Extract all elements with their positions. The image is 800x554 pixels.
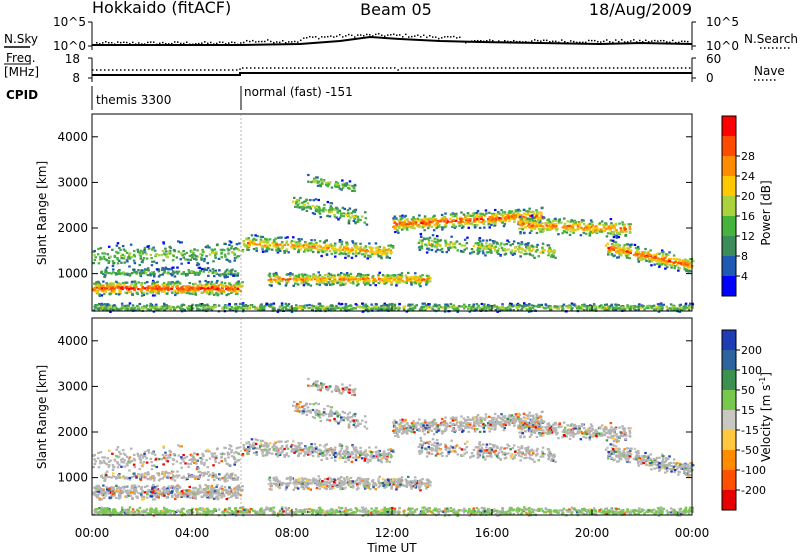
velocity-heatmap	[92, 377, 695, 518]
velocity-ylabel: Slant Range [km]	[35, 365, 49, 469]
power-cbar-label: Power [dB]	[759, 180, 773, 245]
velocity-cbar-tick: -200	[741, 484, 766, 497]
power-ytick-label: 2000	[57, 221, 88, 235]
freq-label: Freq.	[6, 51, 36, 65]
velocity-ytick-label: 3000	[57, 379, 88, 393]
velocity-panel: 1000 2000 3000 4000 00:00 04:00 08:00 12:00 16:…	[35, 305, 773, 554]
velocity-cbar-swatch	[722, 350, 736, 370]
freq-unit: [MHz]	[4, 65, 39, 79]
cpid-label: CPID	[6, 88, 38, 102]
xtick-label: 12:00	[375, 526, 410, 540]
nave-label: Nave	[754, 64, 785, 78]
nsky-label: N.Sky	[4, 32, 38, 46]
velocity-cbar-tick: 200	[741, 344, 762, 357]
xtick-label: 00:00	[675, 526, 710, 540]
velocity-xlabel: Time UT	[366, 541, 417, 554]
power-cbar-swatch	[722, 136, 736, 156]
power-ylabel: Slant Range [km]	[35, 161, 49, 265]
velocity-cbar-tick: -100	[741, 464, 766, 477]
velocity-ytick-label: 4000	[57, 334, 88, 348]
cpid-panel: CPID themis 3300 normal (fast) -151	[6, 85, 353, 110]
velocity-cbar-swatch	[722, 330, 736, 350]
nsearch-label: N.Search	[744, 32, 798, 46]
velocity-cbar-swatch	[722, 390, 736, 410]
xtick-label: 00:00	[75, 526, 110, 540]
freq-trace	[92, 72, 692, 76]
power-cbar-tick: 24	[741, 170, 755, 183]
nave-trace	[92, 67, 692, 71]
power-cbar-tick: 28	[741, 150, 755, 163]
power-heatmap	[92, 173, 695, 314]
velocity-cbar-swatch	[722, 450, 736, 470]
velocity-cbar-swatch	[722, 410, 736, 430]
power-cbar-tick: 20	[741, 190, 755, 203]
power-cbar-tick: 12	[741, 230, 755, 243]
velocity-cbar-swatch	[722, 470, 736, 490]
freq-tick-top: 18	[65, 52, 80, 66]
power-cbar-swatch	[722, 196, 736, 216]
nsearch-trace	[96, 33, 689, 46]
nsky-trace	[92, 35, 693, 46]
freq-tick-bottom: 8	[72, 71, 80, 85]
nsky-tick-top: 10^5	[53, 15, 86, 29]
cpid-segment-normal: normal (fast) -151	[244, 85, 353, 99]
power-cbar-swatch	[722, 236, 736, 256]
power-cbar-tick: 16	[741, 210, 755, 223]
xtick-label: 04:00	[175, 526, 210, 540]
power-ytick-label: 1000	[57, 267, 88, 281]
power-cbar-tick: 4	[741, 270, 748, 283]
nsky-tick-bottom: 10^0	[53, 39, 86, 53]
velocity-ytick-label: 1000	[57, 471, 88, 485]
power-cbar-swatch	[722, 256, 736, 276]
power-cbar-swatch	[722, 176, 736, 196]
power-cbar-swatch	[722, 116, 736, 136]
power-cbar-swatch	[722, 276, 736, 296]
cpid-segment-themis: themis 3300	[96, 93, 171, 107]
velocity-cbar-tick: -15	[741, 424, 759, 437]
xtick-label: 08:00	[275, 526, 310, 540]
velocity-cbar-swatch	[722, 370, 736, 390]
power-ytick-label: 4000	[57, 130, 88, 144]
freq-panel: Freq. [MHz] 18 8 Nave 60 0	[4, 51, 785, 85]
power-colorbar: 4 8 12 16 20 24 28	[721, 115, 755, 297]
velocity-cbar-tick: -50	[741, 444, 759, 457]
velocity-ytick-label: 2000	[57, 425, 88, 439]
velocity-cbar-swatch	[722, 490, 736, 510]
nsearch-tick-top: 10^5	[706, 15, 739, 29]
nsky-panel: N.Sky 10^5 10^0 N.Search 10^5 10^0	[4, 15, 798, 53]
nsearch-tick-bottom: 10^0	[706, 39, 739, 53]
power-panel: 1000 2000 3000 4000 Slant Range [km] 4 8 12 16…	[35, 113, 773, 314]
power-ytick-label: 3000	[57, 175, 88, 189]
power-cbar-tick: 8	[741, 250, 748, 263]
velocity-cbar-tick: 15	[741, 404, 755, 417]
power-cbar-swatch	[722, 216, 736, 236]
velocity-cbar-swatch	[722, 430, 736, 450]
velocity-cbar-label: Velocity [m s-1]	[758, 372, 773, 462]
velocity-cbar-tick: 100	[741, 364, 762, 377]
xtick-label: 16:00	[475, 526, 510, 540]
velocity-cbar-tick: 50	[741, 384, 755, 397]
station-title: Hokkaido (fitACF)	[92, 0, 231, 17]
power-cbar-swatch	[722, 156, 736, 176]
xtick-label: 20:00	[575, 526, 610, 540]
nave-tick-bottom: 0	[706, 71, 714, 85]
date-title: 18/Aug/2009	[589, 0, 692, 19]
nave-tick-top: 60	[706, 52, 721, 66]
velocity-colorbar: 200 100 50 15 -15 -50 -100 -200	[721, 329, 766, 511]
beam-title: Beam 05	[360, 0, 432, 19]
